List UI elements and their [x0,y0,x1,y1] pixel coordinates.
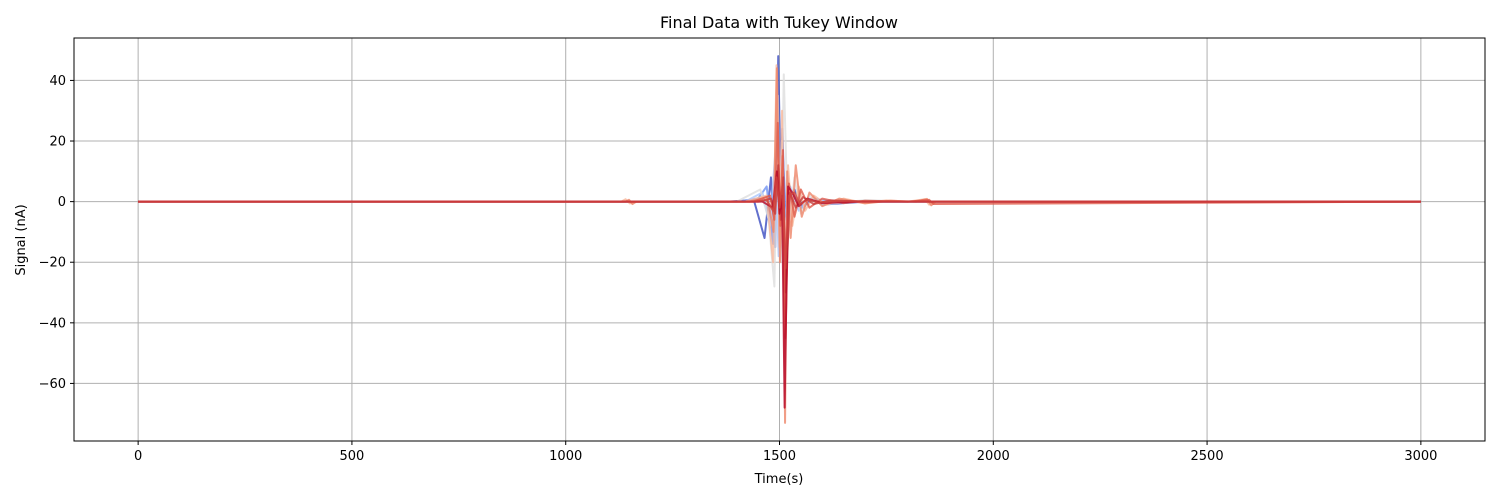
y-tick-label: −60 [39,377,66,392]
y-tick-label: −20 [39,256,66,271]
series-group [138,55,1421,424]
x-tick-label: 2500 [1191,449,1224,464]
x-axis-label: Time(s) [754,472,804,487]
x-axis: 0 500 1000 1500 2000 2500 3000 [134,441,1437,464]
x-tick-label: 2000 [977,449,1010,464]
y-tick-label: 20 [49,135,66,150]
y-axis-label: Signal (nA) [14,204,29,275]
x-tick-label: 0 [134,449,142,464]
y-axis: −60 −40 −20 0 20 40 [39,74,74,392]
y-tick-label: 0 [58,195,66,210]
x-tick-label: 500 [340,449,365,464]
chart-title: Final Data with Tukey Window [660,13,898,32]
x-tick-label: 1000 [549,449,582,464]
y-tick-label: 40 [49,74,66,89]
series-line-10 [138,176,1421,270]
x-tick-label: 1500 [763,449,796,464]
x-tick-label: 3000 [1404,449,1437,464]
y-tick-label: −40 [39,316,66,331]
